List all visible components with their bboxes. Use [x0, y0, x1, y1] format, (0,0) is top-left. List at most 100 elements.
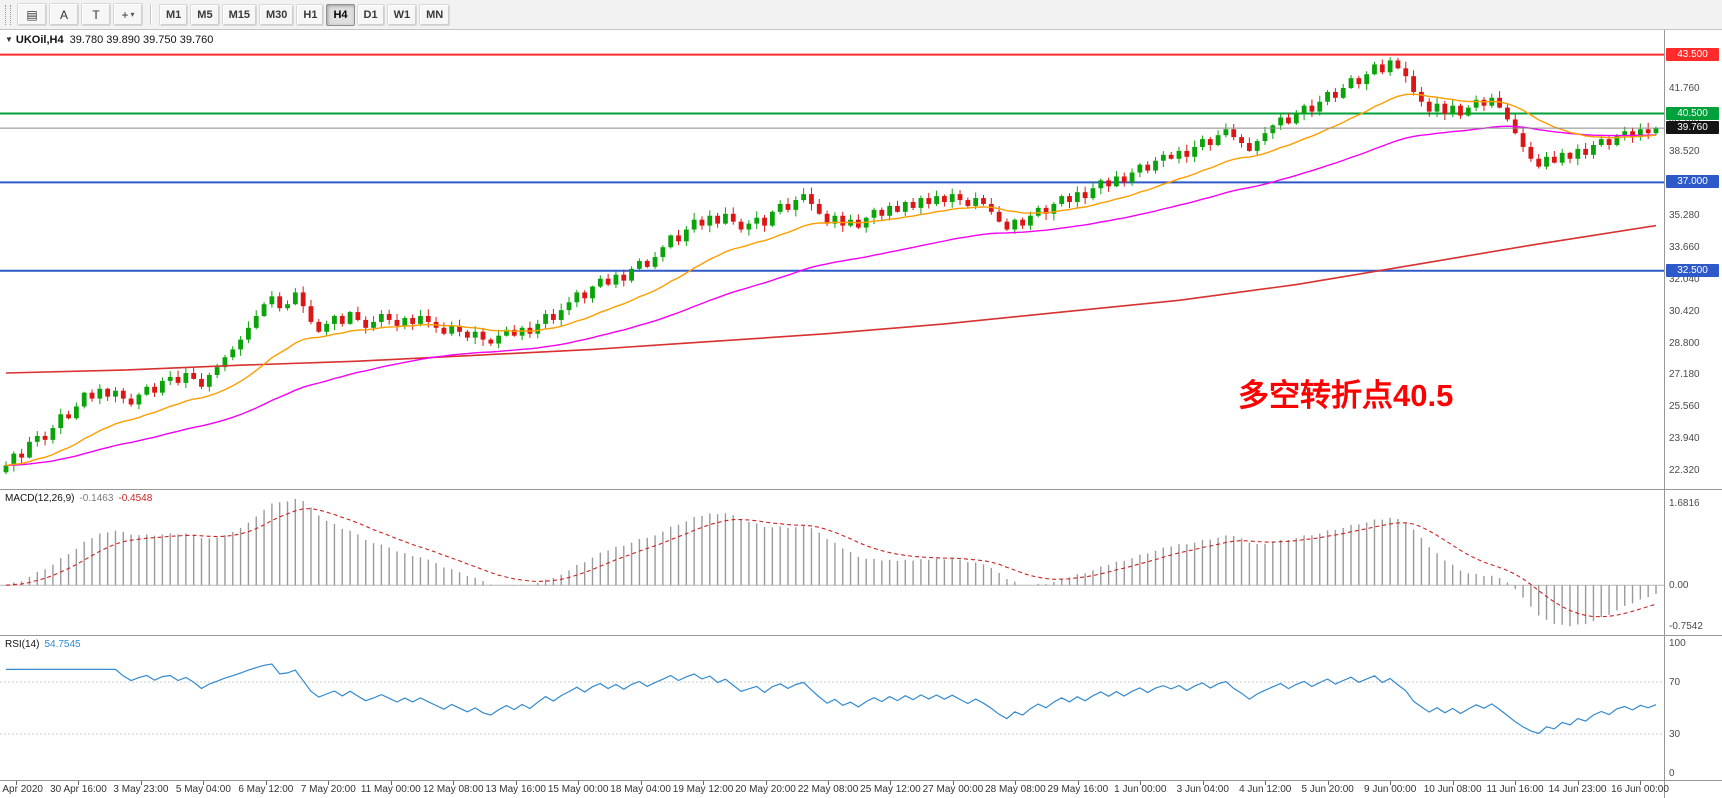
candle-body	[1403, 68, 1409, 77]
candle-body	[824, 213, 830, 224]
objects-button[interactable]: T	[81, 3, 111, 26]
timeframe-m1-button[interactable]: M1	[159, 3, 189, 26]
candle-body	[425, 316, 431, 322]
candle-body	[1028, 215, 1033, 226]
candle-body	[449, 325, 455, 334]
candle-body	[613, 274, 619, 285]
price-axis-label: 32.040	[1669, 273, 1700, 285]
timeframe-h1-button[interactable]: H1	[296, 3, 325, 26]
price-axis-label: 30.420	[1669, 305, 1700, 317]
candle-body	[504, 329, 509, 336]
candle-body	[1317, 101, 1323, 112]
candle-body	[1301, 105, 1307, 114]
timeframe-mn-button[interactable]: MN	[419, 3, 451, 26]
date-axis-label: 20 May 20:00	[735, 784, 796, 795]
date-axis-label: 9 Jun 00:00	[1364, 784, 1417, 795]
candle-body	[1200, 139, 1205, 147]
price-axis-label: 25.560	[1669, 401, 1700, 413]
price-chart[interactable]	[0, 30, 1664, 489]
candle-body	[246, 327, 251, 340]
date-axis-label: 3 Jun 04:00	[1176, 784, 1229, 795]
date-axis-label: 11 Jun 16:00	[1486, 784, 1544, 795]
date-axis-tick	[1015, 781, 1017, 785]
date-axis-label: 29 Apr 2020	[0, 784, 43, 795]
candle-body	[113, 390, 118, 397]
timeframe-h4-button[interactable]: H4	[326, 3, 355, 26]
candle-body	[1473, 99, 1479, 108]
candle-body	[1606, 139, 1612, 145]
date-axis-tick	[765, 781, 767, 785]
candle-body	[1231, 129, 1237, 138]
candle-body	[308, 306, 314, 322]
rsi-line	[6, 663, 1657, 735]
candle-body	[42, 435, 48, 440]
date-axis-tick	[828, 781, 829, 785]
timeframe-d1-button[interactable]: D1	[356, 3, 385, 26]
macd-axis-label: -0.7542	[1669, 621, 1703, 632]
timeframe-w1-button[interactable]: W1	[386, 3, 418, 26]
candle-body	[1614, 135, 1620, 145]
candle-body	[605, 278, 611, 285]
candle-body	[1184, 150, 1190, 157]
candle-body	[1114, 176, 1119, 187]
candle-body	[371, 321, 376, 328]
crosshair-button[interactable]: + ▾	[113, 3, 143, 26]
candle-body	[637, 260, 642, 269]
candle-body	[1356, 78, 1362, 85]
candle-body	[120, 390, 126, 399]
date-axis-tick	[578, 781, 580, 785]
candle-body	[1067, 196, 1072, 203]
candle-body	[1450, 105, 1456, 114]
candle-body	[1293, 113, 1299, 124]
candle-body	[1262, 133, 1268, 142]
date-axis-label: 22 May 08:00	[797, 784, 859, 795]
panel-divider[interactable]	[0, 635, 1722, 636]
date-axis-tick	[453, 781, 455, 785]
candle-body	[1309, 105, 1315, 112]
macd-main-value: -0.1463	[79, 493, 114, 504]
candle-body	[58, 414, 64, 429]
chart-window-button[interactable]: ▤	[17, 3, 47, 26]
one-click-trading-arrow-icon[interactable]: ▼	[5, 35, 13, 44]
text-label-button[interactable]: A	[49, 3, 79, 26]
toolbar-separator	[150, 4, 152, 25]
candle-body	[1035, 207, 1041, 216]
candle-body	[1254, 141, 1260, 151]
macd-panel-chart[interactable]	[0, 490, 1664, 635]
candle-body	[261, 304, 267, 317]
rsi-panel-chart[interactable]	[0, 636, 1664, 780]
timeframe-m30-button[interactable]: M30	[258, 3, 295, 26]
candle-body	[762, 217, 767, 226]
date-axis-tick	[265, 781, 267, 785]
date-axis-tick	[390, 781, 392, 785]
candle-body	[809, 194, 814, 204]
candle-body	[1106, 180, 1112, 187]
timeframe-m5-button[interactable]: M5	[190, 3, 220, 26]
candle-body	[754, 217, 760, 224]
date-axis-tick	[78, 781, 80, 785]
candle-body	[895, 205, 900, 212]
candle-body	[496, 335, 502, 344]
candle-body	[230, 349, 236, 358]
candle-body	[785, 203, 791, 210]
toolbar-drag-handle[interactable]	[5, 4, 11, 25]
candle-body	[887, 205, 893, 216]
candle-body	[1348, 78, 1354, 88]
panel-divider[interactable]	[0, 489, 1722, 490]
candle-body	[89, 392, 95, 399]
ma-mid-line	[5, 125, 1657, 467]
timeframe-m15-button[interactable]: M15	[221, 3, 257, 26]
chart-annotation[interactable]: 多空转折点40.5	[1238, 378, 1454, 413]
candle-body	[1465, 107, 1471, 116]
candle-body	[723, 213, 728, 224]
candle-body	[1637, 129, 1643, 138]
candle-body	[206, 374, 212, 387]
candle-body	[418, 316, 423, 324]
date-axis-label: 7 May 20:00	[300, 784, 356, 795]
candle-body	[300, 292, 306, 307]
candle-body	[1270, 125, 1276, 134]
date-axis-label: 3 May 23:00	[113, 784, 169, 795]
date-axis-label: 28 May 08:00	[985, 784, 1046, 795]
candle-body	[1043, 207, 1049, 214]
